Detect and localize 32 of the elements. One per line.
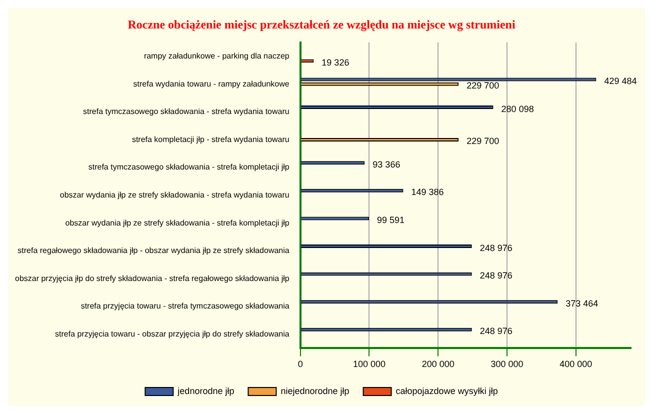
x-tick-label: 300 000 [490, 359, 524, 370]
x-tick-label: 100 000 [352, 359, 386, 370]
legend-label: jednorodne jłp [176, 386, 234, 396]
data-label: 248 976 [480, 270, 512, 281]
y-tick-label: obszar wydania jłp ze strefy składowania - strefa kompletacji jłp [65, 218, 290, 228]
y-tick-label: rampy załadunkowe - parking dla naczep [144, 52, 290, 61]
data-label: 229 700 [466, 80, 500, 91]
data-label: 429 484 [604, 76, 637, 86]
y-tick-label: strefa przyjęcia towaru - obszar przyjęcia jłp do strefy składowania [55, 330, 290, 339]
data-label: 373 464 [566, 298, 598, 308]
y-tick-label: strefa kompletacji jłp - strefa wydania towaru [132, 134, 290, 144]
data-label: 248 976 [480, 242, 512, 253]
y-tick-label: obszar wydania jłp ze strefy składowania - strefa wydania towaru [60, 190, 290, 200]
x-tick-label: 200 000 [422, 359, 454, 370]
y-tick-label: strefa tymczasowego składowania - strefa kompletacji jłp [88, 162, 290, 172]
legend-label: całopojazdowe wysyłki jłp [396, 386, 498, 396]
y-tick-label: obszar przyjęcia jłp do strefy składowania - strefa regałowego składowania jłp [15, 274, 290, 283]
data-label: 229 700 [466, 136, 500, 146]
data-label: 149 386 [411, 187, 444, 198]
y-tick-label: strefa tymczasowego składowania - strefa wydania towaru [83, 107, 290, 116]
chart-title: Roczne obciążenie miejsc przekształceń ze względu na miejsce wg strumieni [128, 17, 516, 32]
data-label: 99 591 [376, 214, 404, 225]
data-label: 280 098 [501, 104, 534, 114]
y-tick-label: strefa regałowego składowania jłp - obszar wydania jłp ze strefy składowania [18, 246, 290, 256]
data-label: 19 326 [322, 57, 350, 68]
data-label: 248 976 [480, 326, 512, 336]
y-tick-label: strefa przyjęcia towaru - strefa tymczasowego składowania [80, 302, 290, 311]
y-tick-label: strefa wydania towaru - rampy załadunkowe [133, 79, 290, 88]
x-tick-label: 0 [298, 359, 303, 370]
legend-label: niejednorodne jłp [280, 386, 350, 396]
x-tick-label: 400 000 [560, 359, 592, 370]
data-label: 93 366 [372, 159, 400, 170]
